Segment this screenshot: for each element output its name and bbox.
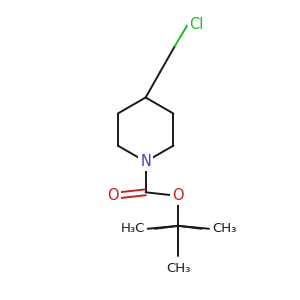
Text: O: O — [172, 188, 184, 203]
Text: N: N — [140, 154, 151, 169]
Text: O: O — [107, 188, 119, 203]
Text: Cl: Cl — [189, 17, 204, 32]
Text: H₃C: H₃C — [120, 222, 145, 235]
Text: CH₃: CH₃ — [212, 222, 236, 235]
Text: CH₃: CH₃ — [166, 262, 190, 275]
